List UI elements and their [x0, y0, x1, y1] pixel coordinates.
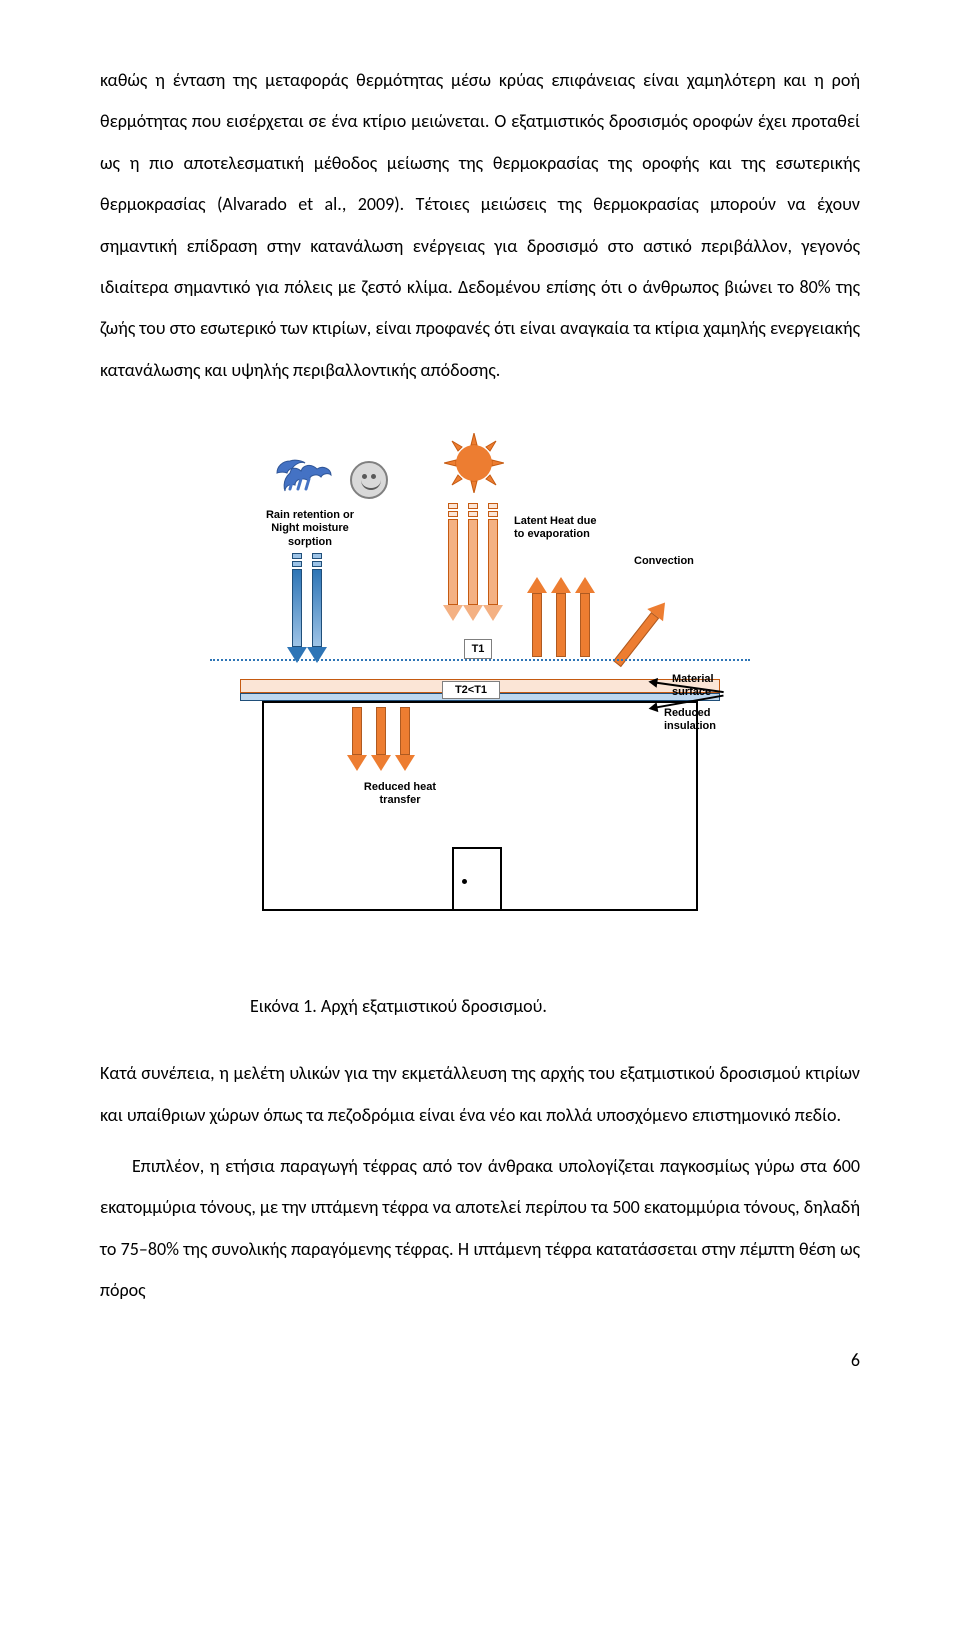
smiley-icon	[350, 461, 388, 499]
label-t2: T2<T1	[442, 681, 500, 699]
building-door	[452, 847, 502, 911]
label-t1: T1	[464, 639, 492, 659]
label-rain: Rain retention or Night moisture sorptio…	[250, 509, 370, 549]
sunray-arrow-icon	[466, 503, 480, 621]
label-insulation: Reduced insulation	[664, 707, 744, 733]
heat-arrow-icon	[398, 707, 412, 771]
label-latent: Latent Heat due to evaporation	[514, 515, 624, 541]
page: καθώς η ένταση της μεταφοράς θερμότητας …	[0, 0, 960, 1401]
ambient-temp-line	[210, 659, 750, 661]
rain-arrow-icon	[290, 553, 304, 663]
rain-cloud-icon	[275, 439, 335, 493]
paragraph-1: καθώς η ένταση της μεταφοράς θερμότητας …	[100, 60, 860, 391]
heat-arrow-icon	[350, 707, 364, 771]
convection-arrow-icon	[611, 598, 670, 668]
label-convection: Convection	[634, 555, 694, 568]
label-transfer: Reduced heat transfer	[350, 781, 450, 807]
page-number: 6	[851, 1349, 860, 1371]
figure-caption: Εικόνα 1. Αρχή εξατμιστικού δροσισμού.	[250, 995, 750, 1017]
evap-arrow-icon	[578, 577, 592, 657]
label-material: Material surface	[672, 673, 742, 699]
paragraph-2: Κατά συνέπεια, η μελέτη υλικών για την ε…	[100, 1053, 860, 1136]
sun-icon	[444, 433, 504, 493]
evap-arrow-icon	[530, 577, 544, 657]
figure-1: Rain retention or Night moisture sorptio…	[210, 431, 750, 1017]
sunray-arrow-icon	[486, 503, 500, 621]
evap-arrow-icon	[554, 577, 568, 657]
sunray-arrow-icon	[446, 503, 460, 621]
heat-arrow-icon	[374, 707, 388, 771]
rain-arrow-icon	[310, 553, 324, 663]
paragraph-3: Επιπλέον, η ετήσια παραγωγή τέφρας από τ…	[100, 1146, 860, 1312]
